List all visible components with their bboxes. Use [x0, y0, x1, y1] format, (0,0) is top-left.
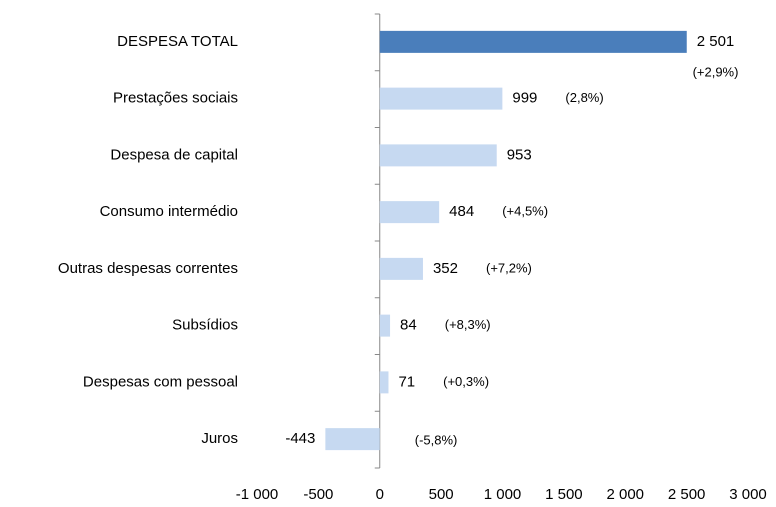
x-tick-label: 0	[376, 486, 384, 503]
category-label: Despesas com pessoal	[83, 373, 238, 390]
category-label: Despesa de capital	[110, 146, 238, 163]
category-label: Juros	[201, 430, 238, 447]
value-label: 999	[512, 90, 537, 107]
annotation: (+8,3%)	[445, 317, 491, 332]
x-tick-label: 500	[429, 486, 454, 503]
category-label: Consumo intermédio	[100, 203, 238, 220]
bar	[379, 87, 503, 110]
bar	[379, 30, 687, 53]
bar	[379, 371, 389, 394]
annotation: (2,8%)	[565, 90, 603, 105]
annotation: (-5,8%)	[415, 433, 458, 448]
value-label: 352	[433, 260, 458, 277]
x-tick-label: 1 500	[545, 486, 583, 503]
category-label: Subsídios	[172, 317, 238, 334]
category-label: DESPESA TOTAL	[117, 33, 238, 50]
x-tick-label: -500	[303, 486, 333, 503]
bar	[379, 314, 391, 337]
category-label: Outras despesas correntes	[58, 260, 238, 277]
bar	[325, 428, 380, 451]
x-tick-label: 1 000	[484, 486, 522, 503]
x-tick-label: 3 000	[729, 486, 767, 503]
x-tick-label: 2 500	[668, 486, 706, 503]
value-label: 484	[449, 203, 474, 220]
value-label: 2 501	[697, 33, 735, 50]
annotation: (+0,3%)	[443, 374, 489, 389]
x-tick-label: 2 000	[606, 486, 644, 503]
bar	[379, 144, 497, 167]
value-label: 84	[400, 317, 417, 334]
value-label: -443	[285, 430, 315, 447]
category-label: Prestações sociais	[113, 90, 238, 107]
bar	[379, 201, 440, 224]
annotation: (+4,5%)	[502, 204, 548, 219]
x-tick-label: -1 000	[236, 486, 279, 503]
annotation: (+2,9%)	[693, 64, 739, 79]
annotation: (+7,2%)	[486, 260, 532, 275]
bar	[379, 257, 423, 280]
value-label: 953	[507, 146, 532, 163]
value-label: 71	[398, 373, 415, 390]
